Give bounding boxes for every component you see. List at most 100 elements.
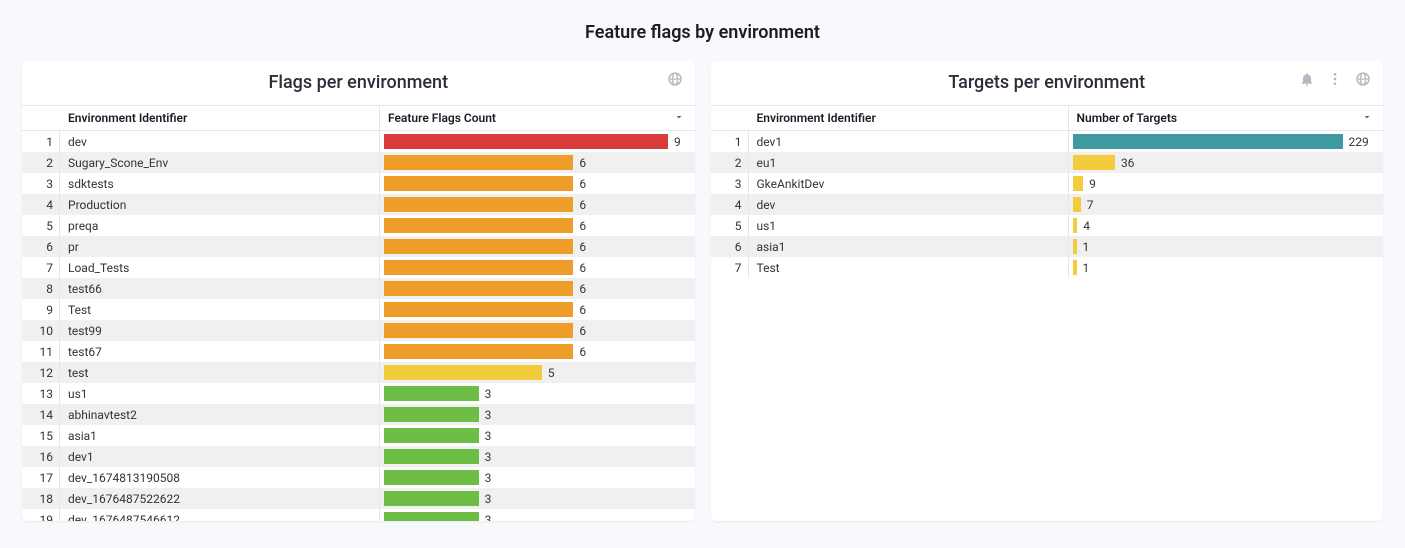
row-index: 7 [711,257,749,278]
row-env: pr [60,236,380,257]
row-index: 8 [22,278,60,299]
bar-value-label: 7 [1087,198,1094,212]
table-row[interactable]: 8test66 6 [22,278,695,299]
row-env: abhinavtest2 [60,404,380,425]
row-value-cell: 36 [1069,152,1384,173]
table-row[interactable]: 19dev_16764875466123 [22,509,695,521]
row-index: 4 [711,194,749,215]
row-env: test67 [60,341,380,362]
row-env: Load_Tests [60,257,380,278]
col-value-header[interactable]: Feature Flags Count [380,106,695,130]
row-value-cell: 3 [380,488,695,509]
kebab-menu-icon[interactable] [1325,69,1345,89]
bar-value-label: 3 [485,450,492,464]
row-index: 6 [711,236,749,257]
bar [1073,239,1077,254]
row-value-cell: 7 [1069,194,1384,215]
bell-icon[interactable] [1297,69,1317,89]
table-row[interactable]: 6pr6 [22,236,695,257]
table-row[interactable]: 9Test6 [22,299,695,320]
bar [384,323,573,338]
row-index: 6 [22,236,60,257]
row-value-cell: 6 [380,320,695,341]
row-index: 14 [22,404,60,425]
row-index: 9 [22,299,60,320]
table-row[interactable]: 5us14 [711,215,1384,236]
row-index: 15 [22,425,60,446]
row-value-cell: 6 [380,236,695,257]
bar [384,218,573,233]
bar [384,407,479,422]
table-row[interactable]: 3GkeAnkitDev9 [711,173,1384,194]
row-index: 13 [22,383,60,404]
table-row[interactable]: 16dev13 [22,446,695,467]
table-row[interactable]: 12test5 [22,362,695,383]
col-env-header[interactable]: Environment Identifier [60,106,380,130]
table-row[interactable]: 15asia13 [22,425,695,446]
page-title: Feature flags by environment [0,0,1405,61]
bar [384,281,573,296]
table-row[interactable]: 11test67 6 [22,341,695,362]
table-row[interactable]: 14abhinavtest23 [22,404,695,425]
col-value-header[interactable]: Number of Targets [1069,106,1384,130]
table-row[interactable]: 4Production6 [22,194,695,215]
bar [384,365,542,380]
bar [384,260,573,275]
row-index: 1 [22,131,60,152]
table-row[interactable]: 4dev 7 [711,194,1384,215]
bar-value-label: 6 [579,240,586,254]
row-env: dev [749,194,1069,215]
globe-icon[interactable] [665,69,685,89]
row-value-cell: 9 [1069,173,1384,194]
row-env: asia1 [60,425,380,446]
row-value-cell: 6 [380,152,695,173]
row-index: 11 [22,341,60,362]
row-index: 3 [711,173,749,194]
panel-flags-per-env: Flags per environment Environment Identi… [22,61,695,521]
table-row[interactable]: 17dev_16748131905083 [22,467,695,488]
row-index: 5 [22,215,60,236]
col-env-header[interactable]: Environment Identifier [749,106,1069,130]
row-env: test66 [60,278,380,299]
row-index: 4 [22,194,60,215]
row-value-cell: 4 [1069,215,1384,236]
table-row[interactable]: 7Load_Tests6 [22,257,695,278]
bar [384,512,479,521]
table-row[interactable]: 2Sugary_Scone_Env6 [22,152,695,173]
table-rows: 1dev12292eu1363GkeAnkitDev94dev75us146as… [711,131,1384,278]
table-row[interactable]: 10test996 [22,320,695,341]
row-index: 17 [22,467,60,488]
table-row[interactable]: 18dev_16764875226223 [22,488,695,509]
row-value-cell: 6 [380,341,695,362]
row-env: preqa [60,215,380,236]
row-value-cell: 5 [380,362,695,383]
row-value-cell: 1 [1069,236,1384,257]
row-env: us1 [60,383,380,404]
table-row[interactable]: 1dev1229 [711,131,1384,152]
panels-container: Flags per environment Environment Identi… [0,61,1405,521]
row-value-cell: 6 [380,299,695,320]
row-value-cell: 6 [380,257,695,278]
bar [384,155,573,170]
bar-value-label: 6 [579,345,586,359]
col-value-label: Number of Targets [1077,111,1178,125]
table-row[interactable]: 2eu136 [711,152,1384,173]
bar-value-label: 6 [579,282,586,296]
table-row[interactable]: 5preqa 6 [22,215,695,236]
bar-value-label: 6 [579,219,586,233]
bar-value-label: 3 [485,387,492,401]
table-row[interactable]: 1dev9 [22,131,695,152]
globe-icon[interactable] [1353,69,1373,89]
table-row[interactable]: 13us1 3 [22,383,695,404]
bar [384,134,668,149]
row-index: 12 [22,362,60,383]
table-row[interactable]: 7Test1 [711,257,1384,278]
row-value-cell: 3 [380,404,695,425]
table-row[interactable]: 3sdktests6 [22,173,695,194]
bar-value-label: 6 [579,303,586,317]
bar [1073,218,1078,233]
bar-value-label: 6 [579,198,586,212]
row-value-cell: 3 [380,467,695,488]
table-row[interactable]: 6asia11 [711,236,1384,257]
row-value-cell: 9 [380,131,695,152]
